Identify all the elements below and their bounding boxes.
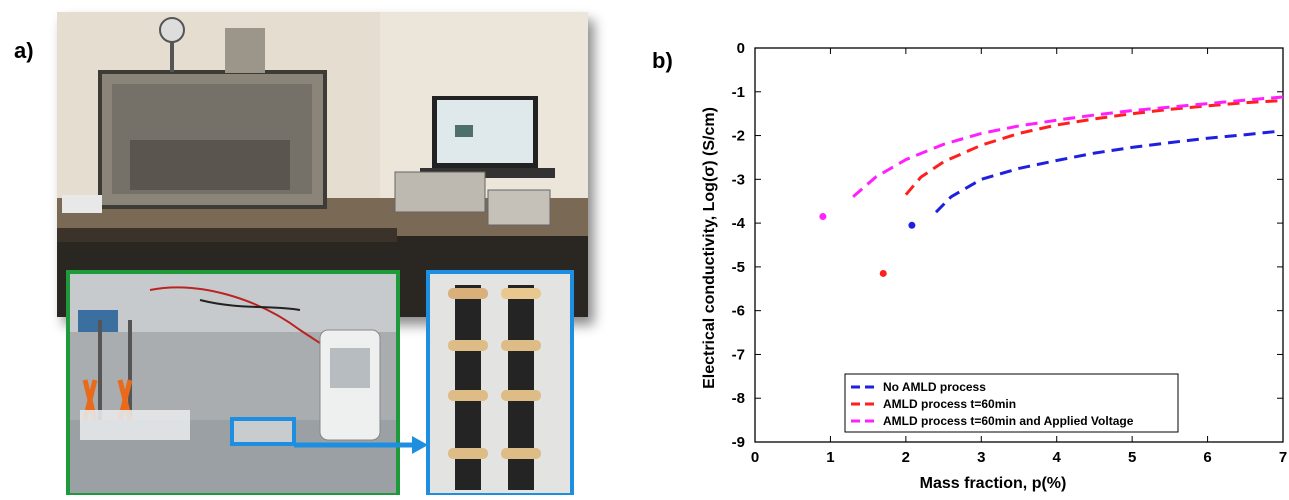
y-tick-label: -6 bbox=[732, 303, 745, 320]
series-3 bbox=[819, 95, 1284, 221]
x-tick-label: 0 bbox=[751, 449, 759, 466]
y-axis-label: Electrical conductivity, Log(σ) (S/cm) bbox=[701, 107, 718, 389]
legend-entry: AMLD process t=60min bbox=[883, 397, 1016, 411]
y-tick-label: -5 bbox=[732, 259, 745, 276]
y-tick-label: 0 bbox=[737, 40, 745, 57]
conductivity-chart: 0 1 2 3 4 5 6 7 0 -1 -2 -3 -4 -5 -6 -7 -8 -9 No AMLD proc… bbox=[701, 40, 1288, 492]
series-2 bbox=[879, 99, 1284, 277]
x-tick-label: 5 bbox=[1128, 449, 1136, 466]
x-axis-label: Mass fraction, p(%) bbox=[920, 475, 1067, 492]
x-tick-label: 3 bbox=[977, 449, 985, 466]
arrow-head-icon bbox=[412, 436, 428, 454]
y-tick-label: -9 bbox=[732, 434, 745, 451]
legend-entry: AMLD process t=60min and Applied Voltage bbox=[883, 414, 1134, 428]
axes: 0 1 2 3 4 5 6 7 0 -1 -2 -3 -4 -5 -6 -7 -8 -9 bbox=[732, 40, 1288, 466]
chart-panel: b) 0 1 2 3 4 5 6 7 0 -1 -2 -3 -4 -5 -6 -7 -8 -9 No AMLD p… bbox=[640, 0, 1289, 495]
blue-inset-frame bbox=[426, 270, 574, 495]
y-tick-label: -3 bbox=[732, 171, 745, 188]
legend-entry: No AMLD process bbox=[883, 380, 986, 394]
photo-illustrations bbox=[57, 12, 588, 495]
y-tick-label: -7 bbox=[732, 346, 745, 363]
series bbox=[819, 95, 1284, 277]
series-line bbox=[934, 129, 1280, 214]
photo-panel: a) bbox=[0, 0, 640, 495]
data-point bbox=[908, 221, 916, 229]
x-tick-label: 6 bbox=[1203, 449, 1211, 466]
x-tick-label: 2 bbox=[902, 449, 910, 466]
series-1 bbox=[908, 129, 1280, 229]
legend-box bbox=[844, 373, 1179, 433]
data-point bbox=[819, 213, 827, 221]
data-point bbox=[879, 269, 887, 277]
sample-holder-photo bbox=[68, 272, 398, 495]
panel-label-b: b) bbox=[652, 48, 673, 73]
zoom-box bbox=[230, 417, 296, 446]
x-tick-label: 4 bbox=[1053, 449, 1062, 466]
series-line bbox=[904, 99, 1284, 196]
x-tick-label: 7 bbox=[1279, 449, 1287, 466]
y-tick-label: -8 bbox=[732, 390, 745, 407]
y-tick-label: -2 bbox=[732, 128, 745, 145]
fabric-samples-photo bbox=[428, 272, 572, 495]
legend: No AMLD process AMLD process t=60min AMLD … bbox=[844, 373, 1179, 433]
y-tick-label: -4 bbox=[732, 215, 746, 232]
green-inset-frame bbox=[66, 270, 400, 495]
series-line bbox=[852, 95, 1284, 198]
y-tick-label: -1 bbox=[732, 84, 745, 101]
x-tick-label: 1 bbox=[826, 449, 834, 466]
plot-frame bbox=[754, 47, 1284, 443]
panel-label-a: a) bbox=[14, 38, 34, 63]
lab-setup-photo bbox=[57, 12, 588, 317]
